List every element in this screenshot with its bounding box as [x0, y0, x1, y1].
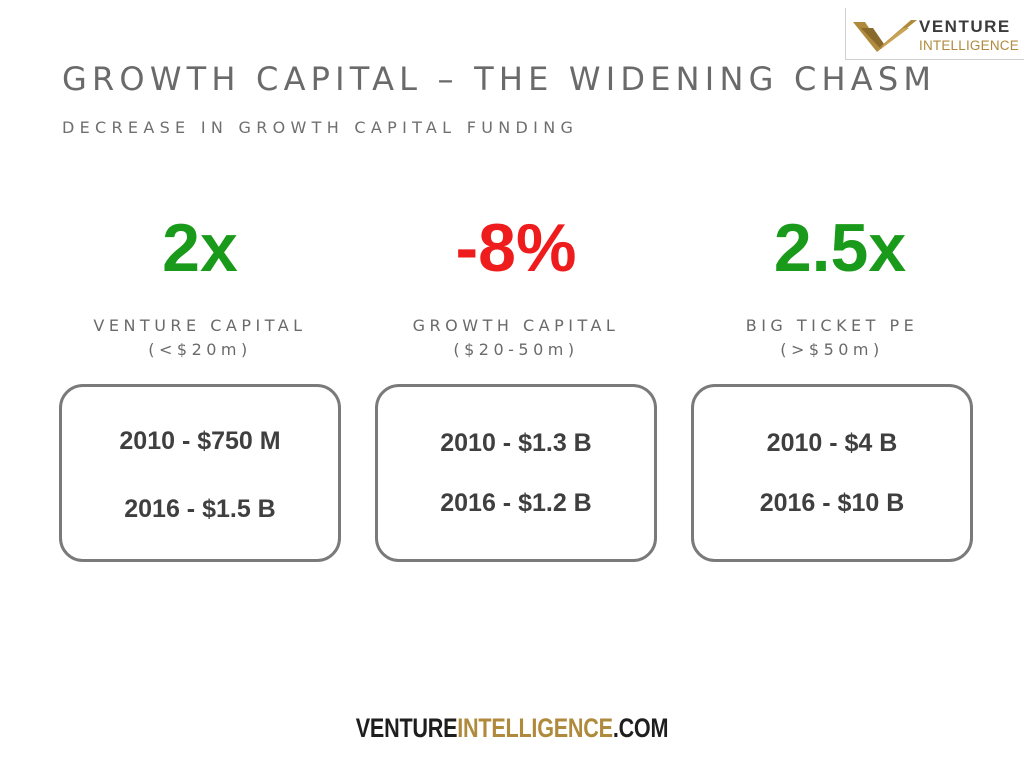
category-big-ticket-pe: BIG TICKET PE (>$50m) — [662, 314, 1002, 362]
logo-wordmark-venture: VENTURE — [919, 17, 1011, 36]
card-line-2016: 2016 - $1.2 B — [440, 489, 592, 517]
category-label: GROWTH CAPITAL — [412, 316, 620, 335]
category-label: VENTURE CAPITAL — [93, 316, 307, 335]
category-range: (>$50m) — [780, 340, 884, 359]
chevron-v-logo-icon — [853, 20, 917, 52]
card-big-ticket-pe: 2010 - $4 B 2016 - $10 B — [691, 384, 973, 562]
footer-part-com: .COM — [612, 713, 669, 743]
card-line-2016: 2016 - $10 B — [759, 489, 905, 517]
category-growth-capital: GROWTH CAPITAL ($20-50m) — [346, 314, 686, 362]
footer-part-venture: VENTURE — [355, 713, 458, 743]
category-range: ($20-50m) — [453, 340, 579, 359]
card-line-2010: 2010 - $4 B — [766, 429, 898, 457]
card-venture-capital: 2010 - $750 M 2016 - $1.5 B — [59, 384, 341, 562]
card-growth-capital: 2010 - $1.3 B 2016 - $1.2 B — [375, 384, 657, 562]
card-line-2010: 2010 - $750 M — [119, 427, 281, 455]
metric-big-ticket-pe: 2.5x — [773, 210, 907, 286]
category-range: (<$20m) — [148, 340, 252, 359]
footer-website-wordmark: VENTUREINTELLIGENCE.COM — [102, 713, 921, 744]
category-venture-capital: VENTURE CAPITAL (<$20m) — [30, 314, 370, 362]
logo-wordmark-intelligence: INTELLIGENCE — [919, 38, 1019, 53]
card-line-2010: 2010 - $1.3 B — [440, 429, 592, 457]
slide-subtitle: DECREASE IN GROWTH CAPITAL FUNDING — [62, 118, 579, 137]
metric-growth-capital: -8% — [455, 210, 577, 286]
category-label: BIG TICKET PE — [745, 316, 919, 335]
slide-title: GROWTH CAPITAL – THE WIDENING CHASM — [62, 60, 937, 98]
metric-venture-capital: 2x — [162, 210, 238, 286]
footer-part-intelligence: INTELLIGENCE — [457, 713, 613, 743]
brand-logo: VENTURE INTELLIGENCE — [845, 8, 1024, 60]
card-line-2016: 2016 - $1.5 B — [124, 495, 276, 523]
